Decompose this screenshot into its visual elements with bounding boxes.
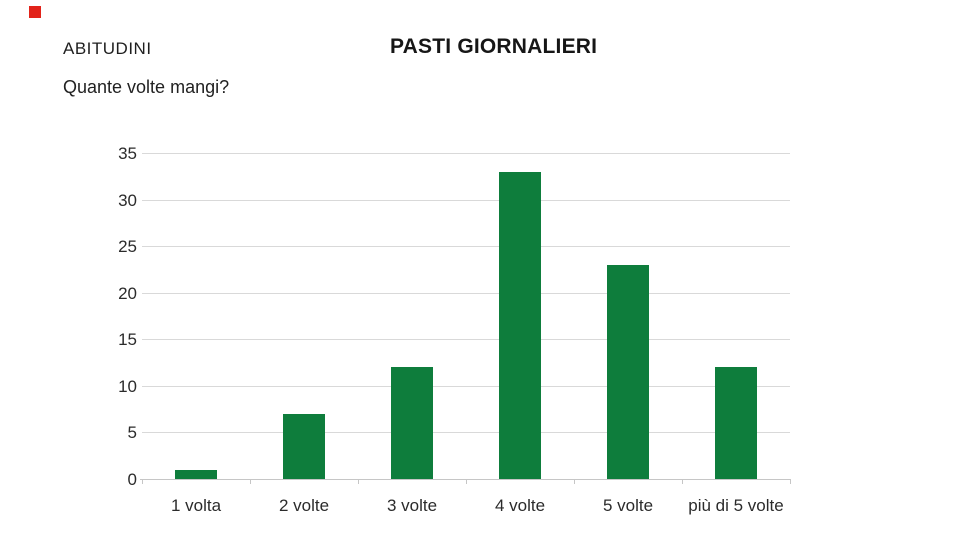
y-axis-tick-label: 20 (118, 284, 137, 303)
gridline (142, 153, 790, 154)
bar[interactable] (175, 470, 217, 479)
y-axis-tick-label: 15 (118, 330, 137, 349)
bar[interactable] (391, 367, 433, 479)
bar[interactable] (283, 414, 325, 479)
x-axis-tick (250, 479, 251, 484)
x-axis-tick (466, 479, 467, 484)
gridline (142, 246, 790, 247)
y-axis-tick-label: 25 (118, 237, 137, 256)
x-axis-category-label: 1 volta (170, 496, 222, 515)
y-axis-tick-label: 30 (118, 191, 137, 210)
gridline (142, 386, 790, 387)
slide-question: Quante volte mangi? (63, 77, 230, 97)
y-axis-tick-label: 10 (118, 377, 137, 396)
x-axis-tick (682, 479, 683, 484)
x-axis-tick (142, 479, 143, 484)
slide-header: ABITUDINI (63, 39, 152, 58)
gridline (142, 293, 790, 294)
gridline (142, 200, 790, 201)
y-axis-tick-label: 35 (118, 144, 137, 163)
x-axis-category-label: 3 volte (386, 496, 438, 515)
x-axis-category-label: 5 volte (602, 496, 654, 515)
gridline (142, 432, 790, 433)
y-axis-tick-label: 5 (127, 423, 137, 442)
x-axis-line (140, 479, 790, 480)
gridline (142, 339, 790, 340)
bar[interactable] (715, 367, 757, 479)
x-axis-tick (574, 479, 575, 484)
bar[interactable] (499, 172, 541, 479)
bar[interactable] (607, 265, 649, 479)
x-axis-category-label: 4 volte (494, 496, 546, 515)
y-axis-tick-label: 0 (127, 470, 137, 489)
x-axis-category-label: più di 5 volte (688, 496, 784, 515)
slide-title: PASTI GIORNALIERI (390, 35, 598, 58)
x-axis-tick (790, 479, 791, 484)
x-axis-category-label: 2 volte (278, 496, 330, 515)
x-axis-tick (358, 479, 359, 484)
red-square-marker (29, 6, 41, 18)
